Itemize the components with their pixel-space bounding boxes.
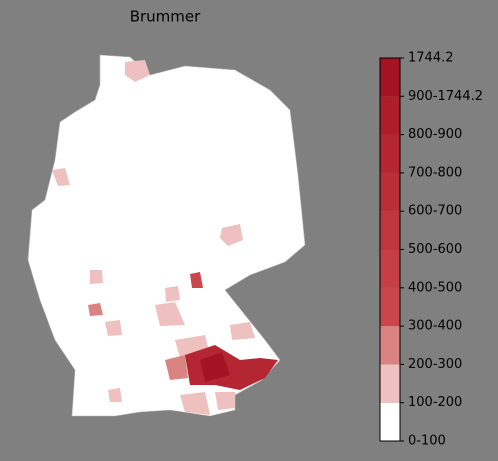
region: [180, 392, 210, 415]
colorbar-segment: [380, 96, 400, 135]
region: [105, 320, 122, 336]
colorbar-segment: [380, 287, 400, 327]
colorbar-segment: [380, 249, 400, 288]
colorbar-label: 600-700: [408, 204, 462, 219]
region: [108, 388, 122, 402]
chart-title: Brummer: [130, 8, 201, 26]
region: [230, 322, 255, 340]
region: [200, 352, 230, 382]
colorbar-label: 400-500: [408, 280, 462, 295]
colorbar-label: 300-400: [408, 319, 462, 334]
region: [215, 392, 235, 410]
colorbar-label: 200-300: [408, 357, 462, 372]
colorbar-segment: [380, 211, 400, 250]
colorbar-label: 1744.2: [408, 51, 454, 66]
region: [165, 286, 180, 302]
region: [88, 303, 103, 316]
region: [52, 168, 70, 186]
colorbar-label: 0-100: [408, 434, 446, 449]
region: [125, 60, 150, 82]
region: [220, 224, 243, 246]
colorbar-label: 100-200: [408, 395, 462, 410]
region: [190, 272, 203, 288]
colorbar-segment: [380, 402, 400, 441]
colorbar-label: 500-600: [408, 242, 462, 257]
colorbar-segment: [380, 58, 400, 97]
region: [165, 355, 188, 380]
colorbar-segment: [380, 172, 400, 212]
colorbar-label: 800-900: [408, 127, 462, 142]
colorbar-label: 700-800: [408, 165, 462, 180]
colorbar-segment: [380, 134, 400, 173]
region: [155, 302, 185, 326]
region: [90, 270, 103, 284]
colorbar-label: 900-1744.2: [408, 89, 483, 104]
colorbar: 0-100 100-200 200-300 300-400 400-500 500-600…: [379, 51, 483, 449]
colorbar-segment: [380, 364, 400, 403]
map: [27, 54, 306, 417]
colorbar-segment: [380, 326, 400, 365]
